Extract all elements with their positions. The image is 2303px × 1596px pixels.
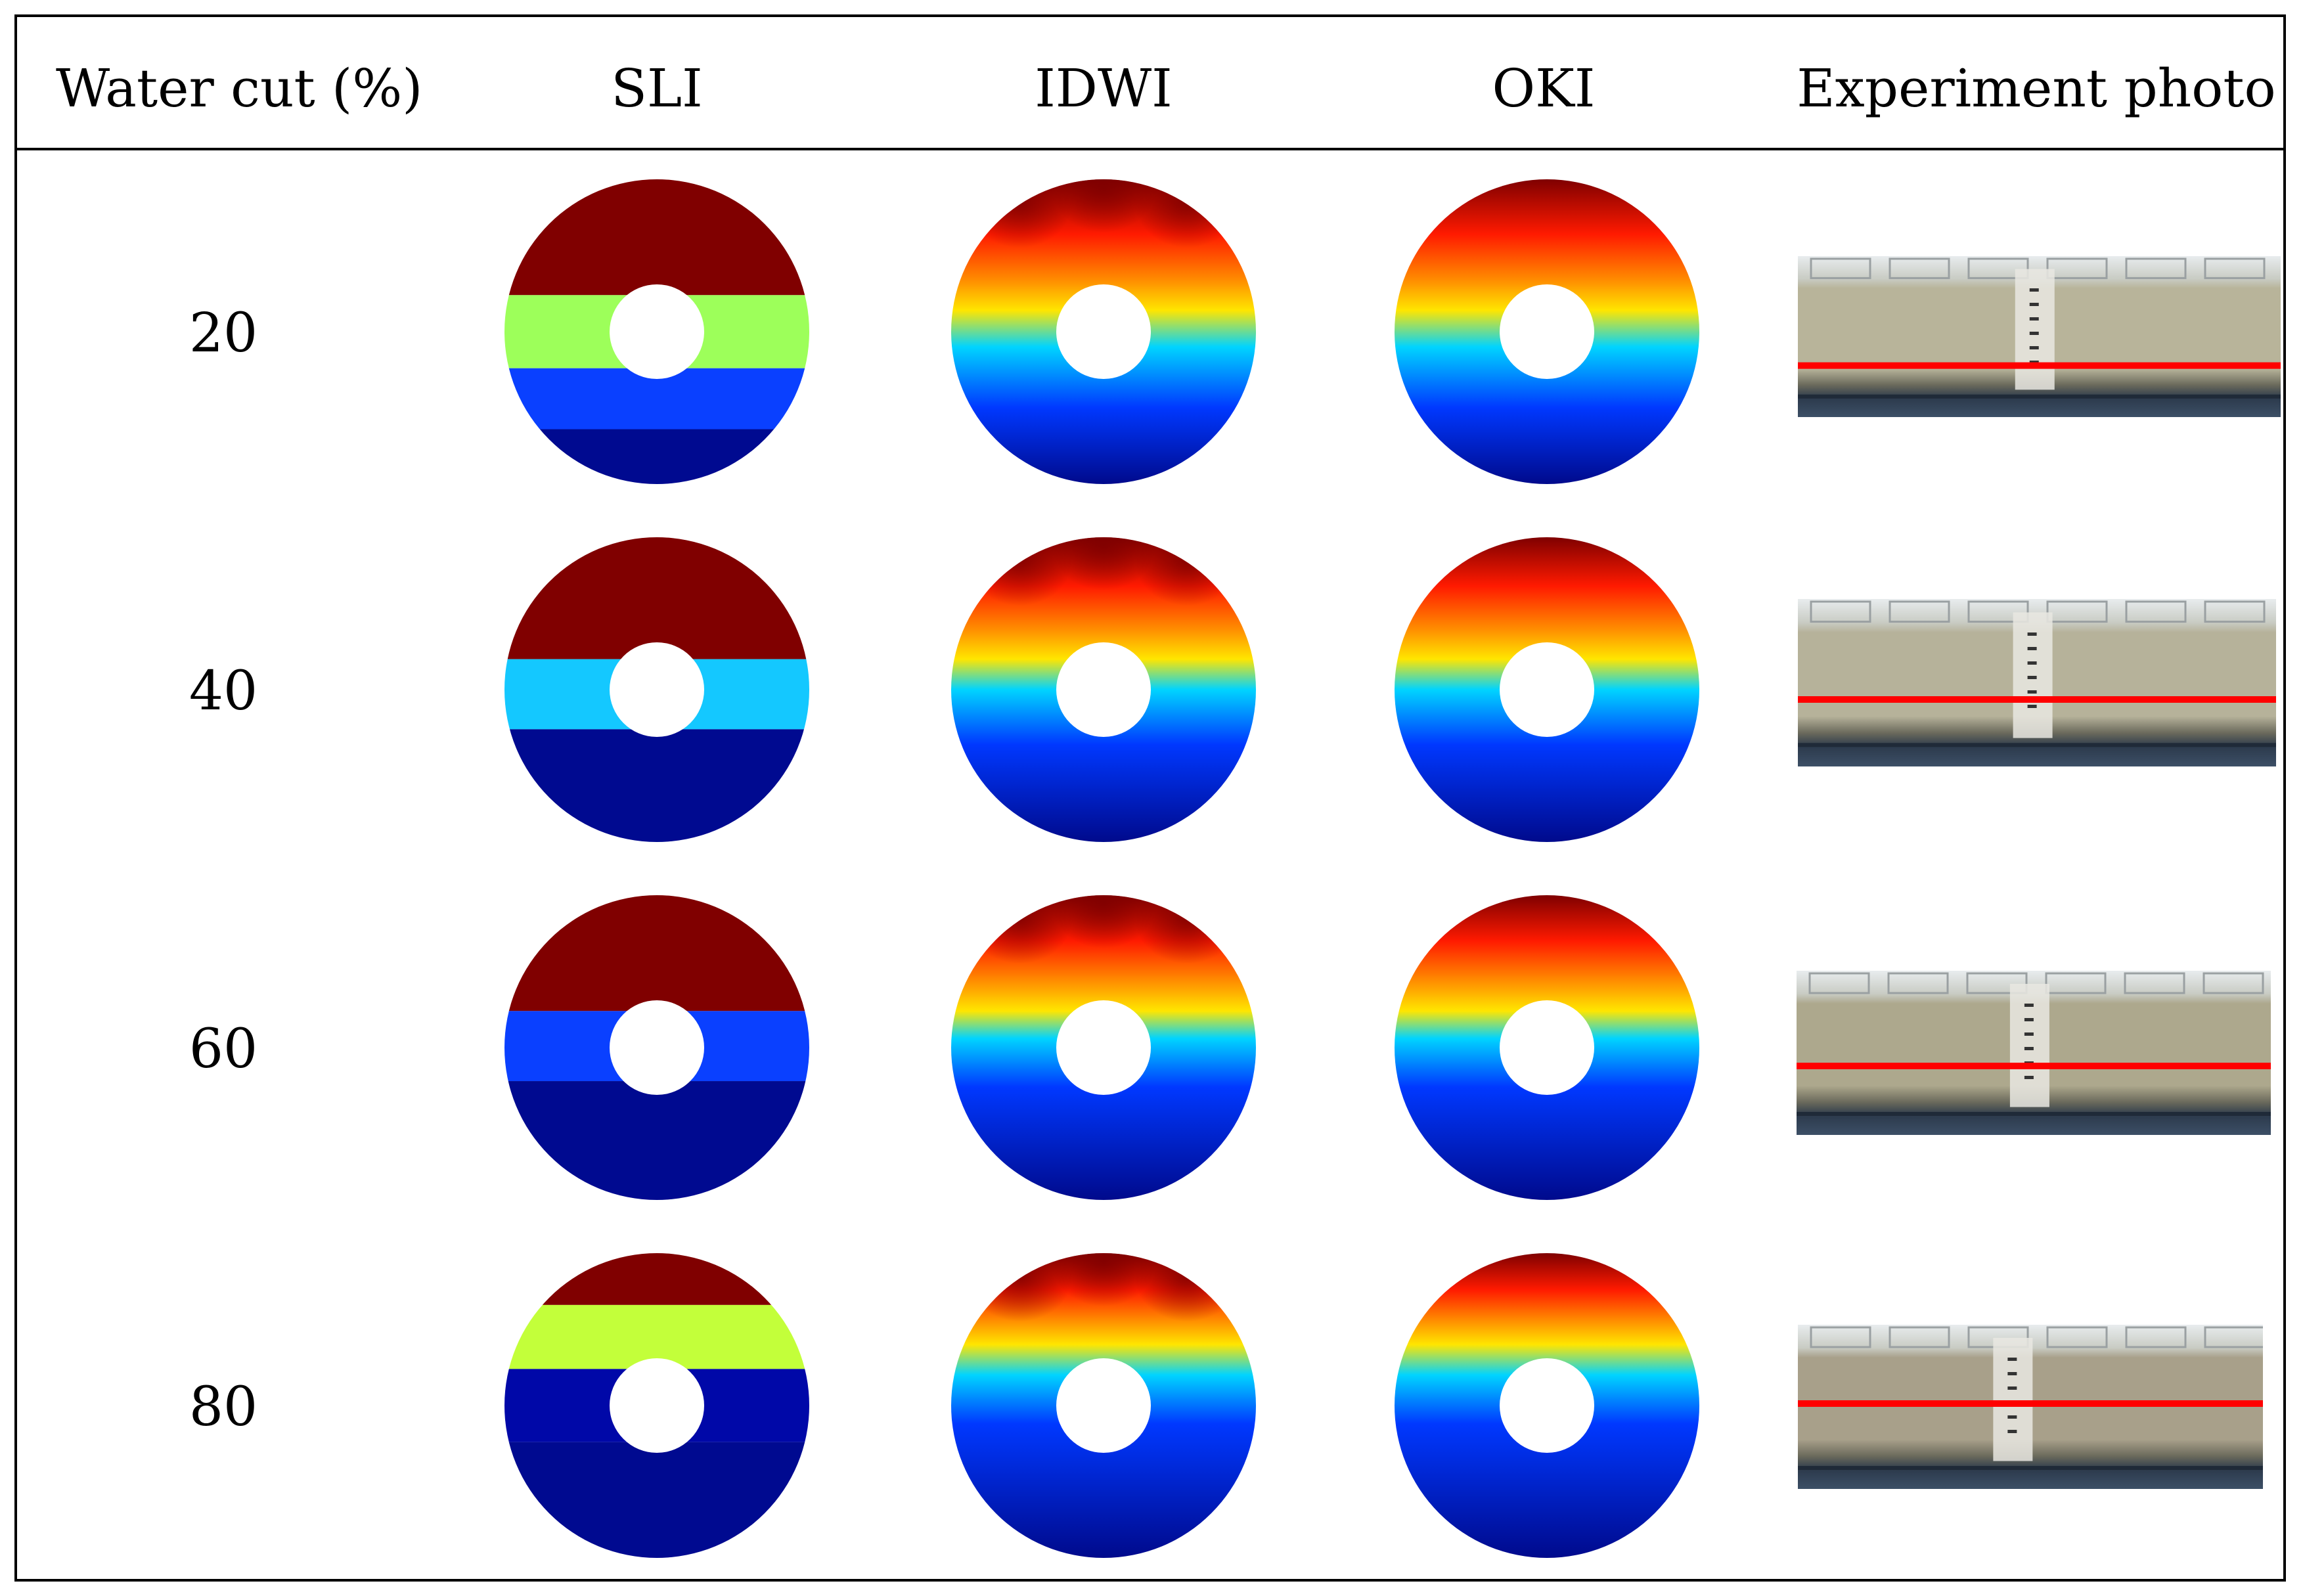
water-cut-40: 40 <box>189 660 258 722</box>
sli-disk-row-2 <box>504 537 809 842</box>
sli-band-3 <box>504 729 809 842</box>
idwi-disk-row-2 <box>951 537 1256 842</box>
sli-band-1 <box>504 1253 809 1305</box>
header-oki: OKI <box>1492 58 1596 119</box>
sli-band-1 <box>504 179 809 296</box>
inner-hole <box>1500 284 1594 379</box>
experiment-photo-row-2 <box>1798 599 2276 766</box>
inner-hole <box>610 284 704 379</box>
sli-band-4 <box>504 429 809 484</box>
sli-band-4 <box>504 1442 809 1558</box>
oki-disk-row-4 <box>1395 1253 1699 1558</box>
header-water-cut: Water cut (%) <box>56 58 423 119</box>
interface-line <box>1798 696 2276 703</box>
figure-table <box>14 14 2286 1582</box>
inner-hole <box>1056 1000 1151 1095</box>
sli-band-3 <box>504 1081 809 1200</box>
header-sli: SLI <box>611 58 703 119</box>
inner-hole <box>610 1358 704 1453</box>
inner-hole <box>1500 1000 1594 1095</box>
inner-hole <box>1056 284 1151 379</box>
inner-hole <box>610 1000 704 1095</box>
oki-disk-row-2 <box>1395 537 1699 842</box>
water-cut-80: 80 <box>189 1376 258 1438</box>
water-cut-20: 20 <box>189 302 258 365</box>
experiment-photo-row-1 <box>1798 256 2281 417</box>
inner-hole <box>1500 642 1594 737</box>
header-experiment-photo: Experiment photo <box>1797 58 2276 119</box>
oki-disk-row-1 <box>1395 179 1699 484</box>
idwi-disk-row-1 <box>951 179 1256 484</box>
water-cut-60: 60 <box>189 1018 258 1080</box>
inner-hole <box>610 642 704 737</box>
interface-line <box>1798 1400 2263 1407</box>
interface-line <box>1797 1063 2271 1069</box>
idwi-disk-row-3 <box>951 895 1256 1200</box>
header-rule <box>14 148 2286 150</box>
inner-hole <box>1500 1358 1594 1453</box>
sli-band-1 <box>504 537 809 659</box>
inner-hole <box>1056 1358 1151 1453</box>
interface-line <box>1798 362 2281 369</box>
inner-hole <box>1056 642 1151 737</box>
sli-disk-row-4 <box>504 1253 809 1558</box>
sli-disk-row-1 <box>504 179 809 484</box>
header-idwi: IDWI <box>1035 58 1173 119</box>
oki-disk-row-3 <box>1395 895 1699 1200</box>
sli-disk-row-3 <box>504 895 809 1200</box>
sli-band-1 <box>504 895 809 1011</box>
experiment-photo-row-3 <box>1797 971 2271 1135</box>
idwi-disk-row-4 <box>951 1253 1256 1558</box>
experiment-photo-row-4 <box>1798 1325 2263 1489</box>
